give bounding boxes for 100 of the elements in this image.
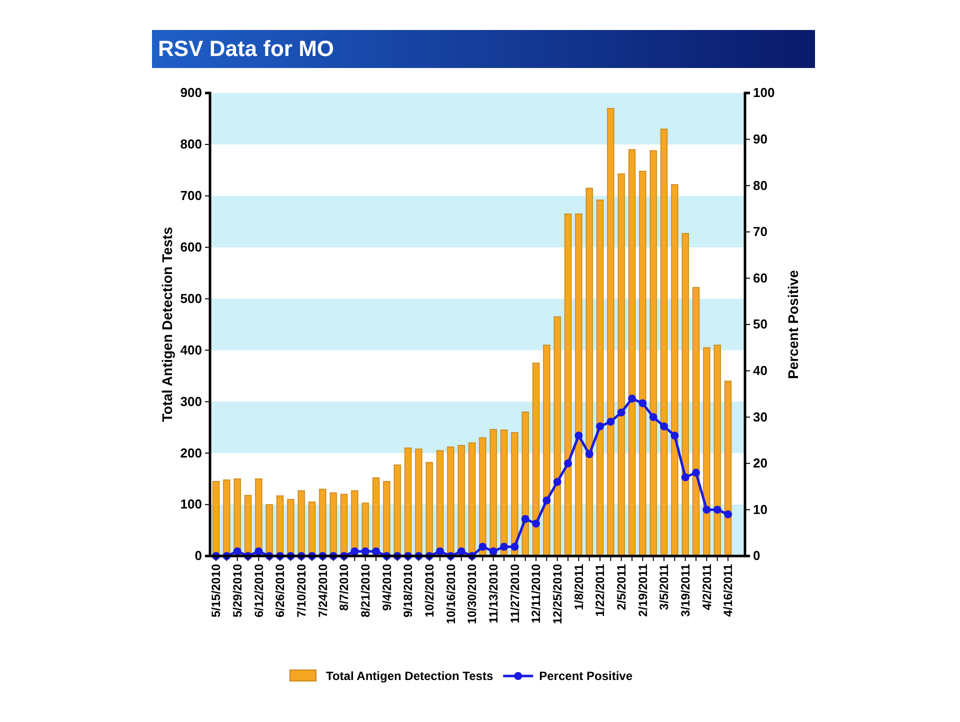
bar [276, 495, 284, 556]
x-tick-label: 11/27/2010 [508, 564, 522, 624]
point [350, 547, 359, 556]
point [521, 514, 530, 523]
x-tick-label: 3/5/2011 [657, 564, 672, 610]
y2-tick-label: 100 [753, 85, 775, 100]
point [254, 547, 263, 556]
point [574, 432, 583, 440]
x-tick-label: 9/18/2010 [401, 564, 416, 618]
x-tick-label: 5/15/2010 [209, 564, 224, 618]
y2-tick-label: 80 [753, 178, 768, 193]
bar [415, 448, 422, 556]
point [436, 547, 444, 556]
bar [650, 150, 657, 556]
bar [724, 380, 732, 556]
x-tick-label: 9/4/2010 [380, 564, 394, 611]
x-tick-label: 11/13/2010 [486, 564, 501, 624]
bar [351, 490, 358, 556]
point [692, 468, 700, 477]
chart-title: RSV Data for MO [158, 36, 334, 61]
x-tick-label: 4/16/2011 [721, 564, 736, 617]
y2-axis-title: Percent Positive [785, 270, 801, 379]
bar [692, 287, 700, 556]
x-tick-label: 7/10/2010 [294, 564, 309, 618]
bar [404, 448, 412, 556]
bar [607, 108, 614, 556]
y-tick-label: 800 [180, 136, 202, 152]
legend-label: Percent Positive [539, 669, 633, 683]
x-tick-label: 4/2/2011 [700, 564, 714, 610]
y2-tick-label: 50 [753, 316, 768, 332]
bar [330, 492, 337, 556]
x-tick-label: 12/11/2010 [529, 564, 544, 624]
bar [212, 481, 220, 556]
point [617, 408, 626, 416]
bar [372, 477, 380, 556]
bar [436, 450, 444, 556]
point [478, 542, 487, 551]
bar [564, 213, 572, 556]
x-tick-label: 10/2/2010 [422, 564, 437, 618]
bar [308, 502, 316, 556]
point [553, 478, 562, 486]
bar [383, 481, 390, 556]
point [606, 418, 615, 426]
y2-tick-label: 30 [753, 409, 768, 424]
bar [298, 490, 305, 556]
y-tick-label: 600 [180, 239, 202, 254]
y2-tick-label: 40 [753, 362, 768, 378]
point [500, 542, 508, 551]
x-tick-label: 7/24/2010 [316, 564, 330, 618]
x-tick-label: 8/7/2010 [337, 564, 352, 611]
x-tick-label: 10/16/2010 [444, 564, 458, 624]
x-tick-label: 8/21/2010 [358, 564, 373, 618]
point [713, 506, 722, 514]
bar [234, 478, 241, 556]
bar [660, 128, 668, 556]
bar [671, 184, 678, 556]
point [564, 459, 572, 468]
bar [479, 437, 486, 556]
bar [287, 499, 294, 556]
legend-label: Total Antigen Detection Tests [326, 669, 494, 683]
bar [340, 494, 348, 556]
point [724, 510, 732, 518]
bar [639, 170, 646, 556]
y-tick-label: 400 [180, 342, 202, 358]
bar [223, 479, 230, 556]
x-tick-label: 3/19/2011 [678, 564, 693, 617]
bar [458, 444, 465, 556]
bar [319, 488, 326, 556]
x-tick-label: 1/22/2011 [593, 564, 608, 617]
bar [511, 432, 518, 556]
point [361, 547, 370, 556]
point [649, 413, 658, 422]
y2-tick-label: 10 [753, 502, 768, 517]
bar [532, 362, 540, 556]
point [660, 422, 668, 430]
x-tick-label: 12/25/2010 [550, 564, 565, 624]
bar [426, 462, 433, 556]
point [532, 520, 540, 528]
bar [714, 344, 721, 556]
y2-tick-label: 70 [753, 224, 768, 240]
bar [618, 173, 625, 556]
y-tick-label: 0 [194, 548, 202, 564]
bar [682, 233, 689, 556]
bar [586, 188, 593, 556]
y2-tick-label: 20 [753, 456, 768, 471]
point [542, 496, 551, 504]
point [233, 547, 242, 556]
point [638, 399, 647, 408]
point [670, 432, 679, 440]
y2-tick-label: 0 [753, 548, 760, 564]
bar [266, 504, 273, 556]
y-tick-label: 700 [180, 188, 202, 204]
point [585, 450, 594, 458]
bar [490, 429, 497, 556]
y-axis-title: Total Antigen Detection Tests [159, 226, 175, 422]
bar [522, 412, 529, 556]
x-tick-label: 6/12/2010 [252, 564, 266, 618]
point [372, 547, 380, 556]
bar [596, 200, 604, 556]
bar [543, 344, 550, 556]
